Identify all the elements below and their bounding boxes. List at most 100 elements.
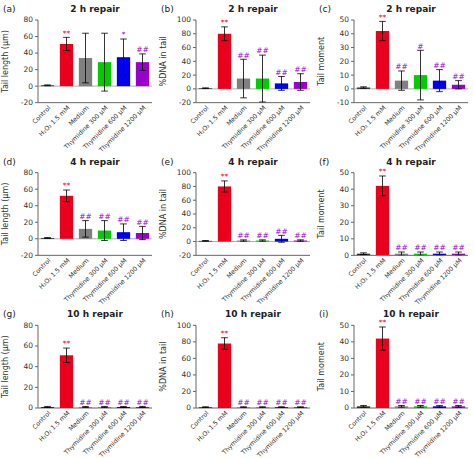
y-tick-label: 0 [28,403,33,412]
y-axis-label: Tail moment [317,189,326,239]
plot-area [38,190,152,240]
plot-area [196,181,310,242]
y-axis-line [354,20,355,103]
y-tick-label: 80 [181,337,191,346]
y-axis-label: %DNA in tail [159,342,168,392]
y-tick-label: 80 [181,182,191,191]
plot-area [38,33,152,91]
y-axis-label: %DNA in tail [159,36,168,86]
y-tick-label: 20 [339,57,349,66]
error-bar [82,33,89,83]
title: 10 h repair [383,309,439,319]
plot-area [357,327,465,408]
x-axis-line [38,255,152,256]
bar [376,186,389,255]
significance-marker: ## [452,397,465,406]
y-tick-label: 50 [339,15,349,24]
y-tick-label: 50 [339,321,349,330]
y-axis-line [38,173,39,256]
error-bar [101,221,108,241]
x-tick-label: H₂O₂ 1.5 mM [353,104,386,137]
error-bar [63,190,70,202]
significance-marker: ** [63,339,71,348]
figure: (a) 2 h repair Tail length (μm) -20 0 20 40 60 8… [0,0,474,458]
y-tick-label: 30 [339,354,349,363]
title: 10 h repair [67,309,123,319]
title: 10 h repair [225,309,281,319]
y-tick-label: 40 [23,48,33,57]
y-tick-label: 20 [23,218,33,227]
y-tick-label: 80 [23,168,33,177]
y-tick-label: 40 [181,57,191,66]
significance-marker: ## [414,243,427,252]
significance-marker: ## [79,398,92,407]
y-tick-label: 80 [181,29,191,38]
significance-marker: ## [294,65,307,74]
y-tick-label: 60 [181,354,191,363]
plot-area [199,338,307,408]
significance-marker: ** [221,18,229,27]
title: 2 h repair [70,4,120,14]
bar [218,34,231,89]
error-bar [455,252,462,255]
x-tick-label: H₂O₂ 1.5 mM [353,257,386,290]
y-axis-line [38,325,39,408]
error-bar [139,54,146,71]
bar [98,407,111,408]
bar [60,44,73,86]
bar [41,407,54,408]
panel-label: (g) [3,309,16,319]
y-tick-label: 60 [23,185,33,194]
error-bar [436,252,443,255]
y-axis-line [354,173,355,256]
x-axis-line [196,408,310,409]
y-tick-label: 100 [177,168,192,177]
error-bar [259,55,266,102]
x-tick-label: H₂O₂ 1.5 mM [195,409,228,442]
error-bar [44,237,51,239]
panel-label: (a) [3,4,16,14]
significance-marker: ## [136,398,149,407]
error-bar [417,50,424,100]
plot-area [196,27,310,102]
error-bar [360,406,367,408]
error-bar [455,81,462,89]
panel: (a)2 h repairTail length (μm)-2002040608… [1,4,152,155]
y-tick-label: 40 [23,362,33,371]
y-tick-label: 40 [339,185,349,194]
panel: (g)10 h repairTail length (μm)020406080*… [1,309,152,458]
y-axis-label: Tail moment [317,37,326,87]
panel-label: (d) [3,157,16,167]
y-tick-label: 40 [181,370,191,379]
significance-marker: ## [294,231,307,240]
y-tick-label: 0 [344,251,349,260]
plot-area [354,21,468,100]
y-tick-label: -20 [179,98,191,107]
error-bar [398,71,405,90]
title: 4 h repair [70,157,120,167]
error-bar [278,235,285,242]
error-bar [63,348,70,362]
x-tick-label: Thymidine 1200 μM [255,257,306,308]
bar [256,241,269,242]
bar [357,88,370,89]
panel: (h)10 h repair%DNA in tail020406080100**… [159,309,310,458]
bar [117,407,130,408]
bar [60,355,73,408]
y-axis-label: Tail length (μm) [1,335,10,399]
y-tick-label: 100 [177,15,192,24]
bar [199,240,212,242]
title: 2 h repair [386,4,436,14]
significance-marker: ## [237,398,250,407]
y-tick-label: 100 [177,321,192,330]
error-bar [120,39,127,75]
x-axis-line [196,255,310,256]
significance-marker: ## [452,72,465,81]
x-tick-label: H₂O₂ 1.5 mM [353,409,386,442]
y-tick-label: 60 [23,32,33,41]
y-tick-label: 30 [339,201,349,210]
bar [452,406,465,408]
significance-marker: ## [117,215,130,224]
x-tick-label: Thymidine 1200 μM [97,257,148,308]
significance-marker: ## [395,243,408,252]
